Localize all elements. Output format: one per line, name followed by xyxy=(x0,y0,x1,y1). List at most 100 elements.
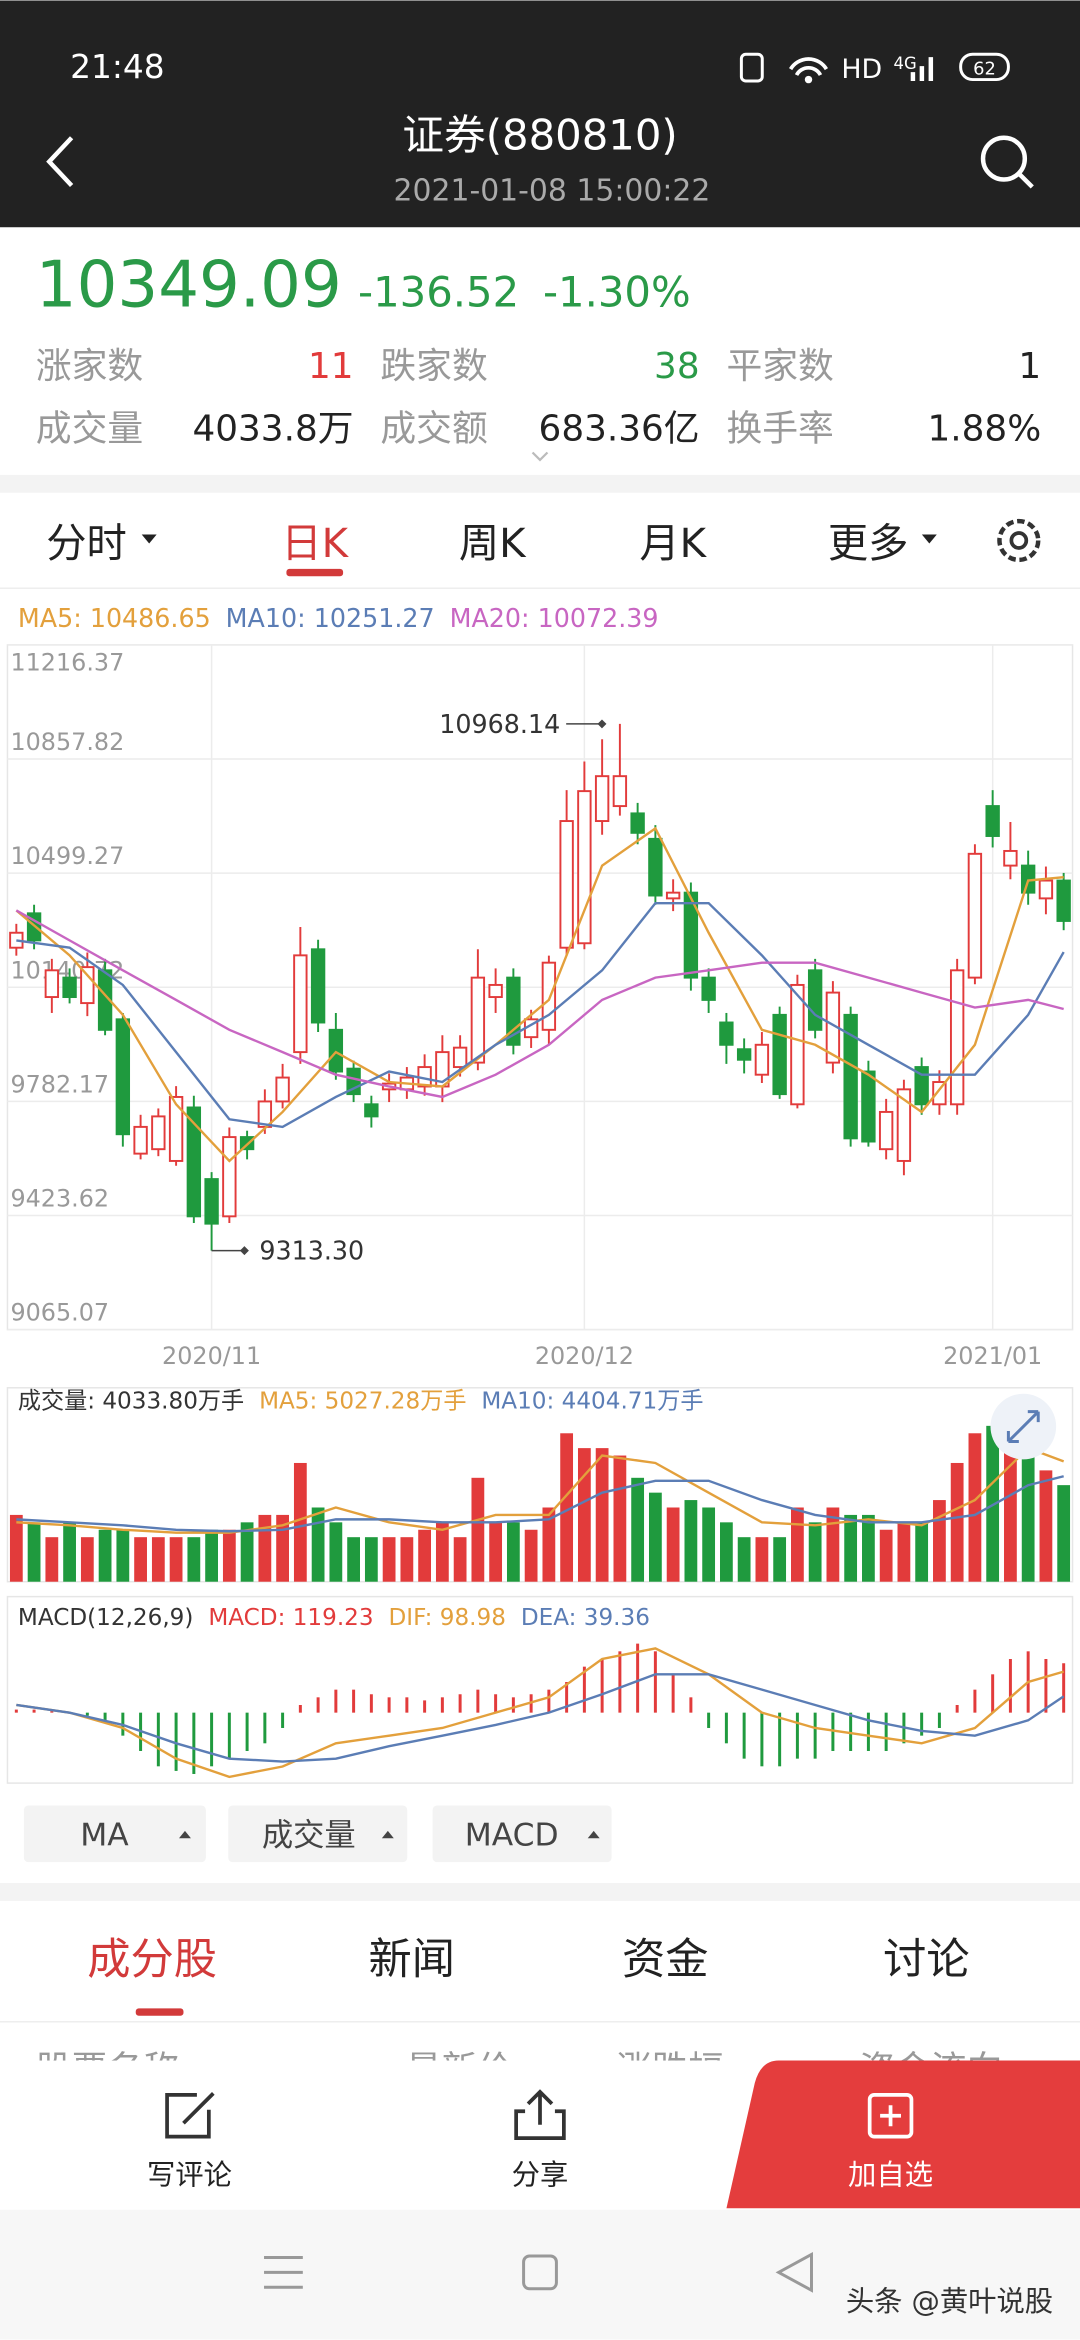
share-icon[interactable] xyxy=(514,2089,566,2140)
indicator-button[interactable] xyxy=(23,1805,206,1863)
candle-body xyxy=(843,1013,858,1140)
header-bg xyxy=(0,0,1080,228)
add-watchlist-button[interactable] xyxy=(726,2060,1080,2209)
volume-bar xyxy=(187,1537,201,1582)
candle-body xyxy=(559,820,574,949)
charts: MA5: 10486.65 MA10: 10251.27 MA20: 10072.3… xyxy=(6,603,1074,1784)
volume-bar xyxy=(542,1507,556,1582)
volume-bar xyxy=(826,1507,840,1582)
legend-item: MA5: 10486.65 xyxy=(18,603,211,633)
candle-body xyxy=(932,1081,947,1106)
dropdown-icon xyxy=(921,534,937,544)
candle-body xyxy=(80,966,95,1005)
volume-bar xyxy=(1004,1440,1017,1582)
tab[interactable]: 更多 xyxy=(828,521,909,567)
y-tick-label: 9782.17 xyxy=(10,1070,109,1098)
indicator-button[interactable] xyxy=(228,1805,408,1863)
y-tick-label: 10857.82 xyxy=(10,728,124,756)
volume-bar xyxy=(169,1537,183,1582)
search-button[interactable] xyxy=(980,135,1034,189)
volume-bar xyxy=(134,1537,147,1582)
tab[interactable]: 分时 xyxy=(46,521,127,567)
settings-button[interactable] xyxy=(997,518,1041,563)
annotation-label: 10968.14 xyxy=(439,709,560,739)
nav-bar xyxy=(0,2209,1080,2340)
candle-body xyxy=(949,969,965,1106)
annotation-marker xyxy=(597,719,607,729)
volume-bar xyxy=(222,1529,236,1582)
section-tab-active[interactable]: 成分股 xyxy=(87,1935,217,1985)
candle-body xyxy=(648,837,663,897)
nav-home[interactable] xyxy=(522,2254,558,2291)
stat-label: 平家数 xyxy=(726,346,833,387)
tab[interactable]: 周K xyxy=(459,521,527,567)
ma-line xyxy=(16,1647,1064,1779)
volume-bar xyxy=(950,1462,964,1582)
candle-body xyxy=(44,969,60,999)
stat-label: 跌家数 xyxy=(380,346,487,387)
legend-item: MA10: 10251.27 xyxy=(226,603,435,633)
tab[interactable]: 月K xyxy=(639,521,707,567)
zoom-button[interactable] xyxy=(990,1393,1057,1460)
volume-bar xyxy=(311,1507,325,1582)
volume-bar xyxy=(151,1537,165,1582)
comment-icon[interactable] xyxy=(165,2092,215,2139)
section-tab[interactable]: 资金 xyxy=(622,1935,709,1985)
change: -136.52 xyxy=(358,267,519,316)
candle-body xyxy=(878,1110,894,1151)
volume-bar xyxy=(258,1514,272,1582)
stat-value: 683.36亿 xyxy=(539,409,700,450)
indicator-button[interactable] xyxy=(432,1805,612,1863)
indicator-label: 成交量 xyxy=(262,1818,356,1854)
volume-bar xyxy=(364,1537,378,1582)
volume-bar xyxy=(45,1537,59,1582)
action-label[interactable]: 分享 xyxy=(512,2158,569,2191)
status-signal: 4G xyxy=(894,54,917,73)
candle-body xyxy=(1003,849,1018,867)
candle-body xyxy=(701,976,716,1001)
volume-bar xyxy=(666,1507,680,1582)
y-tick-label: 9423.62 xyxy=(10,1185,109,1213)
volume-bar xyxy=(506,1522,520,1582)
legend-item: MA10: 4404.71万手 xyxy=(481,1389,703,1415)
candle-body xyxy=(754,1043,770,1076)
volume-bar xyxy=(453,1537,467,1582)
x-tick-label: 2020/12 xyxy=(535,1342,634,1370)
volume-bar xyxy=(347,1537,361,1582)
stat-label: 换手率 xyxy=(726,409,833,450)
ma-line xyxy=(15,826,1064,1163)
volume-bar xyxy=(719,1522,733,1582)
candle-body xyxy=(594,775,610,823)
volume-bar xyxy=(915,1522,929,1582)
divider xyxy=(0,474,1080,493)
nav-menu[interactable] xyxy=(264,2255,303,2289)
section-tab[interactable]: 讨论 xyxy=(883,1935,970,1985)
candle-body xyxy=(896,1088,912,1162)
legend-item: DEA: 39.36 xyxy=(521,1605,650,1631)
volume-bar xyxy=(435,1522,449,1582)
volume-bar xyxy=(205,1529,218,1582)
candle-body xyxy=(541,961,557,1031)
stat-label: 涨家数 xyxy=(36,346,143,387)
volume-bar xyxy=(382,1537,396,1582)
nav-back[interactable] xyxy=(775,2251,813,2293)
expand-arrow[interactable] xyxy=(531,451,549,462)
candle-body xyxy=(719,1021,734,1046)
volume-bar xyxy=(1039,1470,1053,1582)
legend-item: 成交量: 4033.80万手 xyxy=(18,1389,244,1415)
candle-body xyxy=(470,976,486,1064)
x-tick-label: 2021/01 xyxy=(943,1342,1042,1370)
legend-item: DIF: 98.98 xyxy=(389,1605,506,1631)
volume-bar xyxy=(1057,1485,1071,1582)
volume-bar xyxy=(471,1477,485,1582)
plot-frame xyxy=(6,1387,1074,1583)
volume-bar xyxy=(116,1529,130,1582)
volume-bar xyxy=(613,1455,627,1582)
volume-bar xyxy=(844,1514,858,1582)
action-label[interactable]: 加自选 xyxy=(848,2158,933,2191)
tab-active[interactable]: 日K xyxy=(281,521,349,567)
section-tab[interactable]: 新闻 xyxy=(368,1935,455,1985)
back-button[interactable] xyxy=(46,136,74,187)
action-label[interactable]: 写评论 xyxy=(147,2158,232,2191)
